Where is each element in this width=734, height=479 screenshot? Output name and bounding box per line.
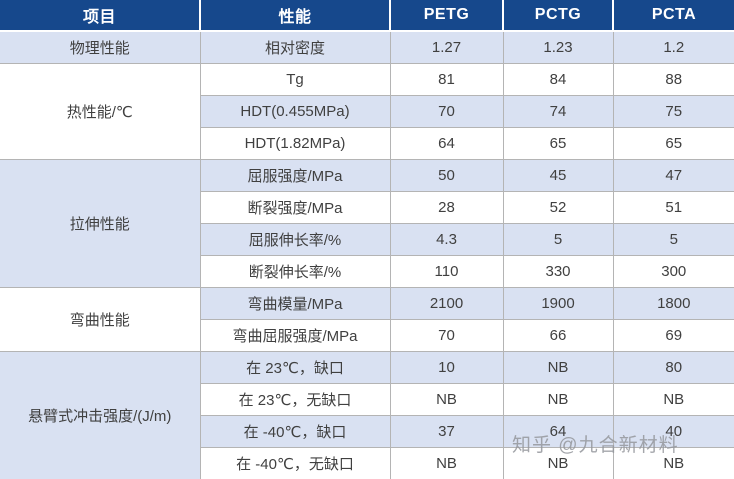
header-pcta: PCTA [612,0,734,32]
value-cell: 1.23 [502,30,614,64]
value-cell: 52 [502,191,614,224]
value-cell: 74 [502,95,614,128]
property-cell: 在 -40℃，缺口 [200,415,391,448]
table-row: 拉伸性能 屈服强度/MPa 50 45 47 [0,159,734,288]
value-cell: 65 [612,127,734,160]
property-cell: 在 23℃，无缺口 [200,383,391,416]
value-cell: 66 [502,319,614,352]
value-cell: 10 [389,351,504,384]
value-cell: 51 [612,191,734,224]
value-cell: 64 [389,127,504,160]
value-cell: 64 [502,415,614,448]
value-cell: NB [612,447,734,479]
group-cell-tensile: 拉伸性能 [0,159,201,288]
table-row: 断裂伸长率/% 110 330 300 [0,255,734,288]
value-cell: NB [502,447,614,479]
value-cell: 47 [612,159,734,192]
value-cell: 84 [502,63,614,96]
value-cell: 5 [612,223,734,256]
value-cell: 4.3 [389,223,504,256]
value-cell: 37 [389,415,504,448]
value-cell: 330 [502,255,614,288]
value-cell: 5 [502,223,614,256]
value-cell: 40 [612,415,734,448]
header-pctg: PCTG [502,0,614,32]
property-cell: 弯曲屈服强度/MPa [200,319,391,352]
group-cell-flexural: 弯曲性能 [0,287,201,352]
property-cell: 断裂伸长率/% [200,255,391,288]
value-cell: NB [502,351,614,384]
value-cell: 1900 [502,287,614,320]
property-cell: 屈服伸长率/% [200,223,391,256]
header-item: 项目 [0,0,201,32]
header-property: 性能 [199,0,391,32]
value-cell: 50 [389,159,504,192]
table-row: 在 -40℃，缺口 37 64 40 [0,415,734,448]
value-cell: 1.27 [389,30,504,64]
property-cell: Tg [199,63,391,96]
value-cell: 300 [612,255,734,288]
property-cell: 屈服强度/MPa [199,159,391,192]
property-cell: HDT(1.82MPa) [200,127,391,160]
value-cell: NB [389,383,504,416]
property-cell: 在 23℃，缺口 [199,351,391,384]
property-cell: 弯曲模量/MPa [199,287,391,320]
header-petg: PETG [389,0,504,32]
table-row: 弯曲性能 弯曲模量/MPa 2100 1900 1800 [0,287,734,352]
value-cell: 1.2 [612,30,734,64]
value-cell: 28 [389,191,504,224]
value-cell: 110 [389,255,504,288]
value-cell: NB [389,447,504,479]
value-cell: 65 [502,127,614,160]
group-cell-thermal: 热性能/℃ [0,63,201,160]
group-cell-physical: 物理性能 [0,30,201,64]
value-cell: NB [502,383,614,416]
value-cell: 69 [612,319,734,352]
table-row: 悬臂式冲击强度/(J/m) 在 23℃，缺口 10 NB 80 [0,351,734,479]
value-cell: 88 [612,63,734,96]
value-cell: 75 [612,95,734,128]
property-cell: 在 -40℃，无缺口 [200,447,391,479]
table-header: 项目 性能 PETG PCTG PCTA [0,0,734,32]
value-cell: 81 [389,63,504,96]
value-cell: 70 [389,319,504,352]
table-row: 在 -40℃，无缺口 NB NB NB [0,447,734,479]
table-row: HDT(1.82MPa) 64 65 65 [0,127,734,160]
group-cell-izod-impact: 悬臂式冲击强度/(J/m) [0,351,201,479]
value-cell: 2100 [389,287,504,320]
property-cell: 断裂强度/MPa [200,191,391,224]
value-cell: 70 [389,95,504,128]
table-row: 物理性能 相对密度 1.27 1.23 1.2 [0,30,734,64]
table-row: 屈服伸长率/% 4.3 5 5 [0,223,734,256]
table-body: 物理性能 相对密度 1.27 1.23 1.2 热性能/℃ Tg 81 84 8… [0,30,734,479]
header-row: 项目 性能 PETG PCTG PCTA [0,0,734,32]
table-row: 热性能/℃ Tg 81 84 88 [0,63,734,160]
value-cell: 80 [612,351,734,384]
value-cell: 1800 [612,287,734,320]
value-cell: NB [612,383,734,416]
property-cell: 相对密度 [199,30,391,64]
property-cell: HDT(0.455MPa) [200,95,391,128]
value-cell: 45 [502,159,614,192]
